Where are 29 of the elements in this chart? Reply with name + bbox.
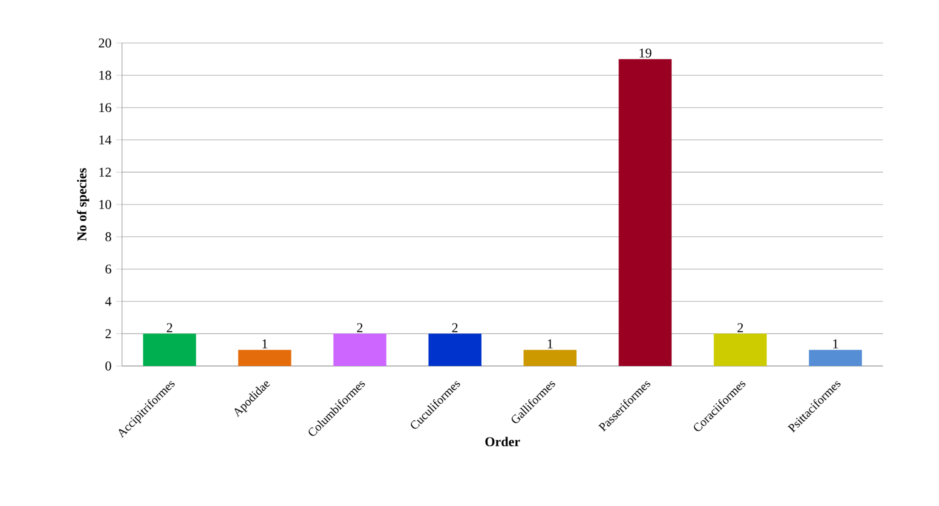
y-tick-label: 0	[105, 361, 112, 370]
bar	[143, 334, 196, 366]
data-label: 2	[357, 323, 362, 332]
bar	[428, 334, 482, 366]
x-axis-title: Order	[485, 436, 520, 446]
data-label: 1	[548, 339, 553, 348]
data-label: 2	[166, 323, 172, 332]
y-tick-label: 2	[106, 329, 111, 338]
data-label: 2	[738, 323, 743, 332]
y-tick-label: 18	[99, 70, 112, 80]
bar	[333, 334, 386, 366]
y-tick-label: 8	[105, 232, 112, 242]
data-label: 1	[262, 339, 268, 348]
bar	[618, 59, 672, 366]
y-axis-title: No of species	[76, 168, 90, 241]
bar	[808, 350, 862, 366]
y-tick-label: 10	[99, 200, 112, 209]
data-label: 2	[452, 323, 458, 332]
bar	[714, 334, 767, 366]
y-tick-label: 20	[98, 38, 112, 48]
bar	[524, 350, 577, 366]
data-label: 19	[640, 48, 652, 58]
y-tick-label: 4	[105, 296, 112, 306]
y-tick-label: 6	[106, 264, 112, 274]
data-label: 1	[833, 339, 838, 348]
y-tick-label: 12	[99, 168, 111, 177]
bar	[238, 350, 292, 366]
y-tick-label: 16	[99, 103, 112, 112]
y-tick-label: 14	[99, 135, 112, 144]
